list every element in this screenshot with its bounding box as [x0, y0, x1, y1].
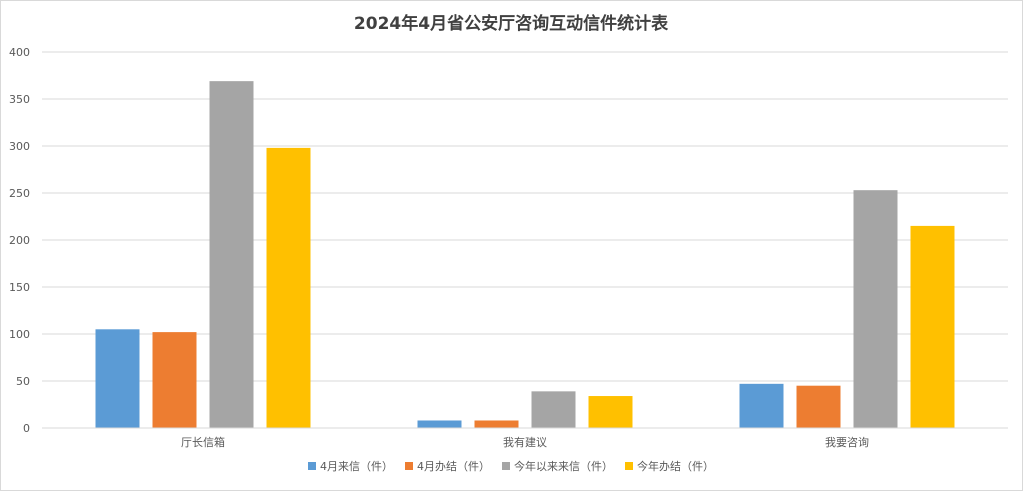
legend-swatch: [308, 462, 316, 470]
bars: [95, 81, 955, 428]
legend-label: 今年以来来信（件）: [514, 459, 613, 473]
legend-item: 今年办结（件）: [625, 459, 714, 473]
legend-swatch: [502, 462, 510, 470]
legend-swatch: [625, 462, 633, 470]
x-category-label: 我有建议: [503, 435, 547, 449]
gridlines: [42, 51, 1008, 382]
legend-label: 4月办结（件）: [417, 460, 490, 473]
legend-label: 4月来信（件）: [320, 460, 393, 473]
bar: [474, 420, 519, 428]
legend: 4月来信（件） 4月办结（件） 今年以来来信（件） 今年办结（件）: [308, 459, 714, 473]
y-axis-ticks: 0 50 100 150 200 250 300 350 400: [9, 46, 30, 435]
legend-item: 4月办结（件）: [405, 460, 490, 473]
x-category-label: 我要咨询: [825, 435, 869, 449]
x-category-label: 厅长信箱: [181, 435, 225, 449]
y-tick-label: 400: [9, 46, 30, 59]
legend-swatch: [405, 462, 413, 470]
x-axis-categories: 厅长信箱 我有建议 我要咨询: [181, 435, 869, 449]
legend-item: 4月来信（件）: [308, 460, 393, 473]
y-tick-label: 0: [23, 422, 30, 435]
bar: [266, 147, 311, 428]
bar: [910, 225, 955, 428]
y-tick-label: 150: [9, 281, 30, 294]
bar: [796, 385, 841, 428]
bar: [588, 396, 633, 428]
y-tick-label: 100: [9, 328, 30, 341]
bar: [853, 190, 898, 428]
y-tick-label: 50: [16, 375, 30, 388]
y-tick-label: 350: [9, 93, 30, 106]
y-tick-label: 200: [9, 234, 30, 247]
bar: [417, 420, 462, 428]
legend-item: 今年以来来信（件）: [502, 459, 613, 473]
chart-title: 2024年4月省公安厅咨询互动信件统计表: [354, 13, 669, 34]
bar: [739, 383, 784, 428]
bar: [209, 81, 254, 428]
legend-label: 今年办结（件）: [637, 459, 714, 473]
y-tick-label: 250: [9, 187, 30, 200]
bar: [531, 391, 576, 428]
bar: [95, 329, 140, 428]
y-tick-label: 300: [9, 140, 30, 153]
bar: [152, 332, 197, 428]
